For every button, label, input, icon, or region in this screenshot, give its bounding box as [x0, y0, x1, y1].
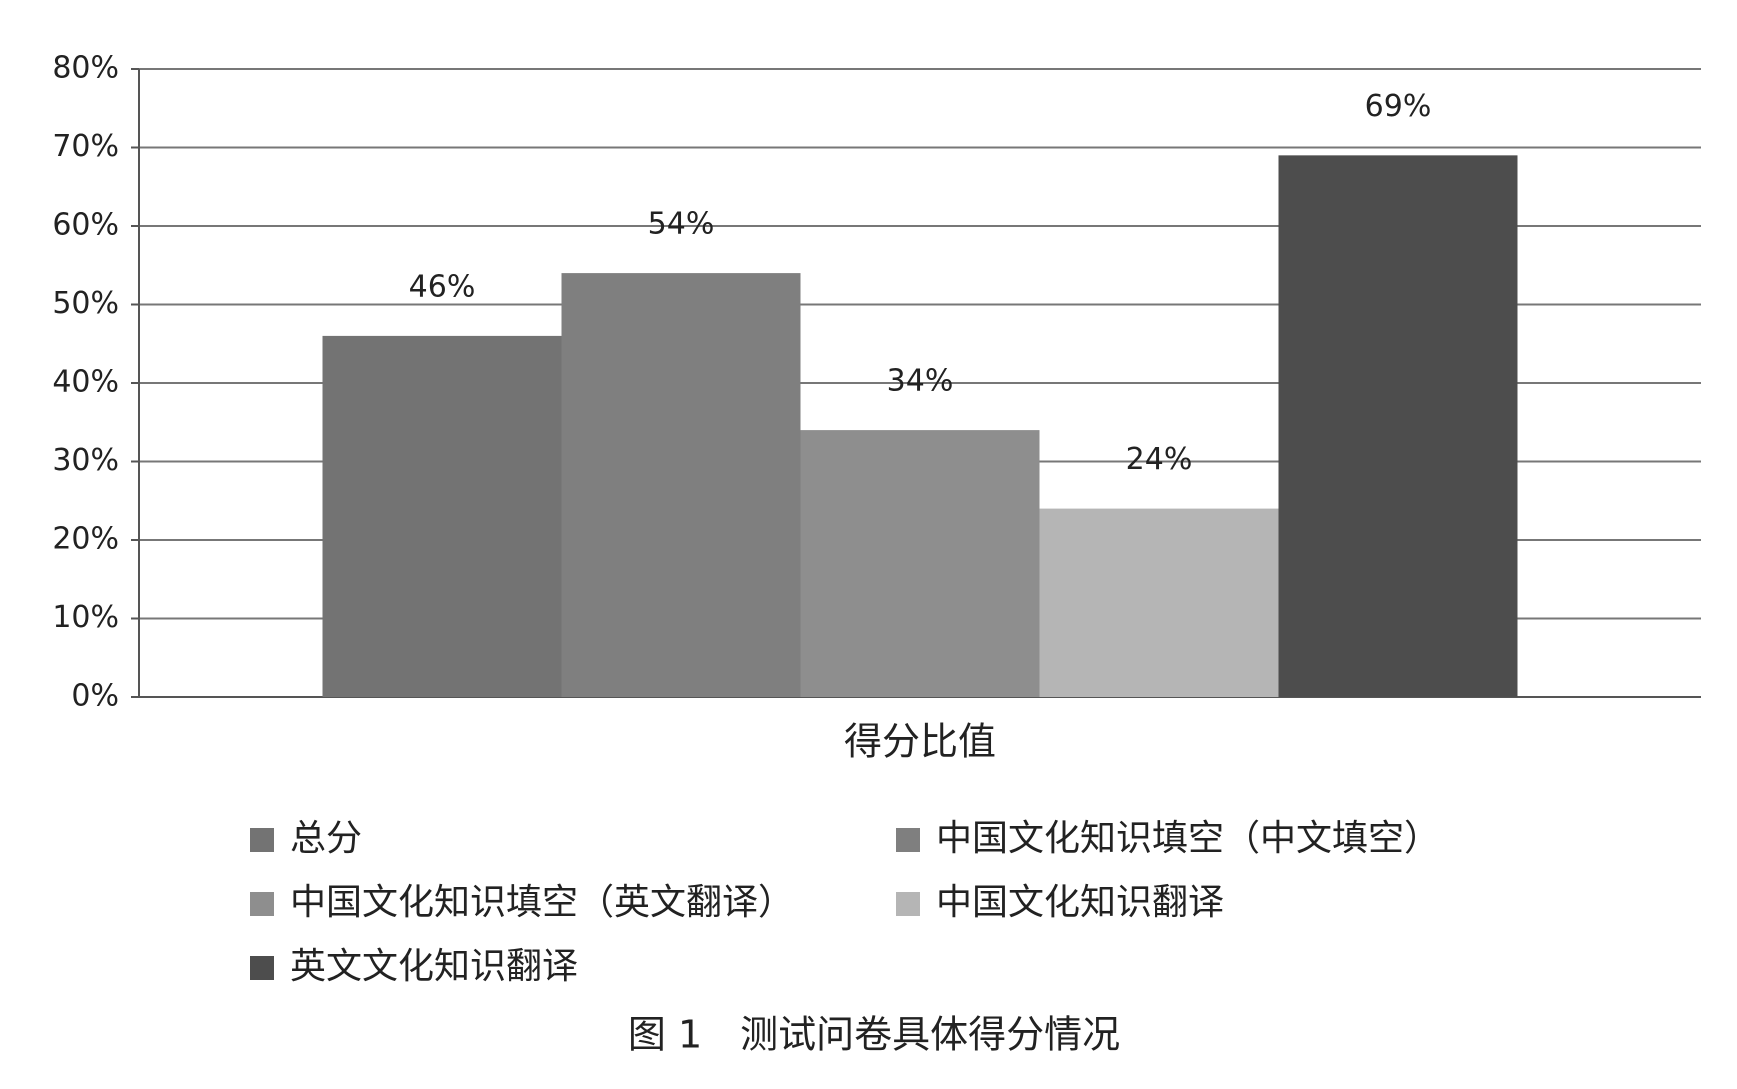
- legend-label: 总分: [290, 818, 362, 859]
- legend-label: 英文文化知识翻译: [290, 946, 578, 987]
- y-tick-label: 70%: [52, 129, 119, 164]
- y-tick-label: 10%: [52, 600, 119, 635]
- legend-swatch: [250, 956, 274, 980]
- x-tick-label: 得分比值: [844, 720, 996, 764]
- y-tick-label: 60%: [52, 208, 119, 243]
- bar: [1278, 155, 1518, 698]
- y-tick-label: 20%: [52, 522, 119, 557]
- legend-label: 中国文化知识填空（中文填空）: [936, 818, 1440, 859]
- caption: 图 1 测试问卷具体得分情况: [628, 1013, 1120, 1057]
- legend-swatch: [250, 892, 274, 916]
- legend-label: 中国文化知识翻译: [936, 882, 1224, 923]
- bar: [1039, 508, 1279, 697]
- y-tick-label: 0%: [71, 679, 119, 714]
- value-label: 54%: [648, 207, 715, 242]
- legend-swatch: [250, 828, 274, 852]
- y-tick-label: 40%: [52, 365, 119, 400]
- y-tick-label: 50%: [52, 286, 119, 321]
- y-tick-label: 30%: [52, 443, 119, 478]
- bar: [561, 273, 801, 697]
- value-label: 69%: [1365, 89, 1432, 124]
- bar: [800, 430, 1040, 697]
- value-label: 46%: [409, 269, 476, 304]
- legend-swatch: [896, 828, 920, 852]
- bar: [322, 335, 562, 697]
- value-label: 24%: [1126, 442, 1193, 477]
- legend-label: 中国文化知识填空（英文翻译）: [290, 882, 794, 923]
- y-tick-label: 80%: [52, 51, 119, 86]
- legend-swatch: [896, 892, 920, 916]
- value-label: 34%: [887, 364, 954, 399]
